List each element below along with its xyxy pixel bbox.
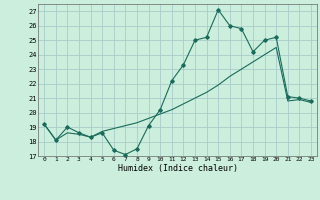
- X-axis label: Humidex (Indice chaleur): Humidex (Indice chaleur): [118, 164, 238, 173]
